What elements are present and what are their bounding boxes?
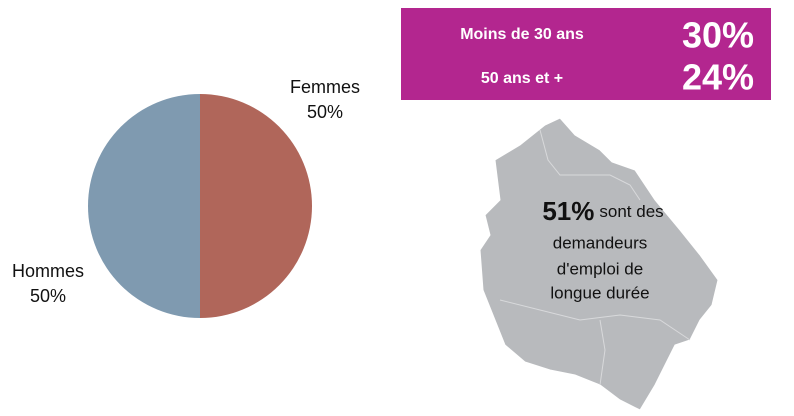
age-box bbox=[401, 8, 771, 100]
map-note-line: longue durée bbox=[550, 283, 649, 302]
map-note-line: demandeurs bbox=[553, 233, 648, 252]
slice-label: Hommes bbox=[12, 261, 84, 281]
map-border bbox=[539, 129, 641, 201]
age-value: 30% bbox=[682, 15, 754, 56]
map-highlight: 51% bbox=[542, 196, 594, 226]
map-note-text: sont des bbox=[599, 202, 663, 221]
map-border bbox=[599, 319, 606, 386]
pie-slice bbox=[200, 94, 312, 318]
slice-value-label: 50% bbox=[30, 286, 66, 306]
slice-label: Femmes bbox=[290, 77, 360, 97]
age-label: Moins de 30 ans bbox=[460, 26, 584, 43]
region-map bbox=[479, 117, 719, 411]
map-note-line: d'emploi de bbox=[557, 259, 643, 278]
map-note-line: 51% sont des bbox=[542, 196, 663, 226]
slice-value-label: 50% bbox=[307, 102, 343, 122]
pie-slice bbox=[88, 94, 200, 318]
age-label: 50 ans et + bbox=[481, 70, 563, 87]
map-border bbox=[499, 299, 691, 341]
age-value: 24% bbox=[682, 57, 754, 98]
